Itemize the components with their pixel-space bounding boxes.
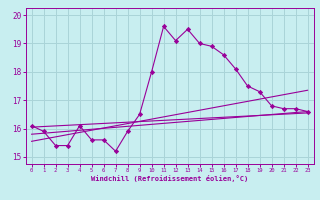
X-axis label: Windchill (Refroidissement éolien,°C): Windchill (Refroidissement éolien,°C) — [91, 175, 248, 182]
